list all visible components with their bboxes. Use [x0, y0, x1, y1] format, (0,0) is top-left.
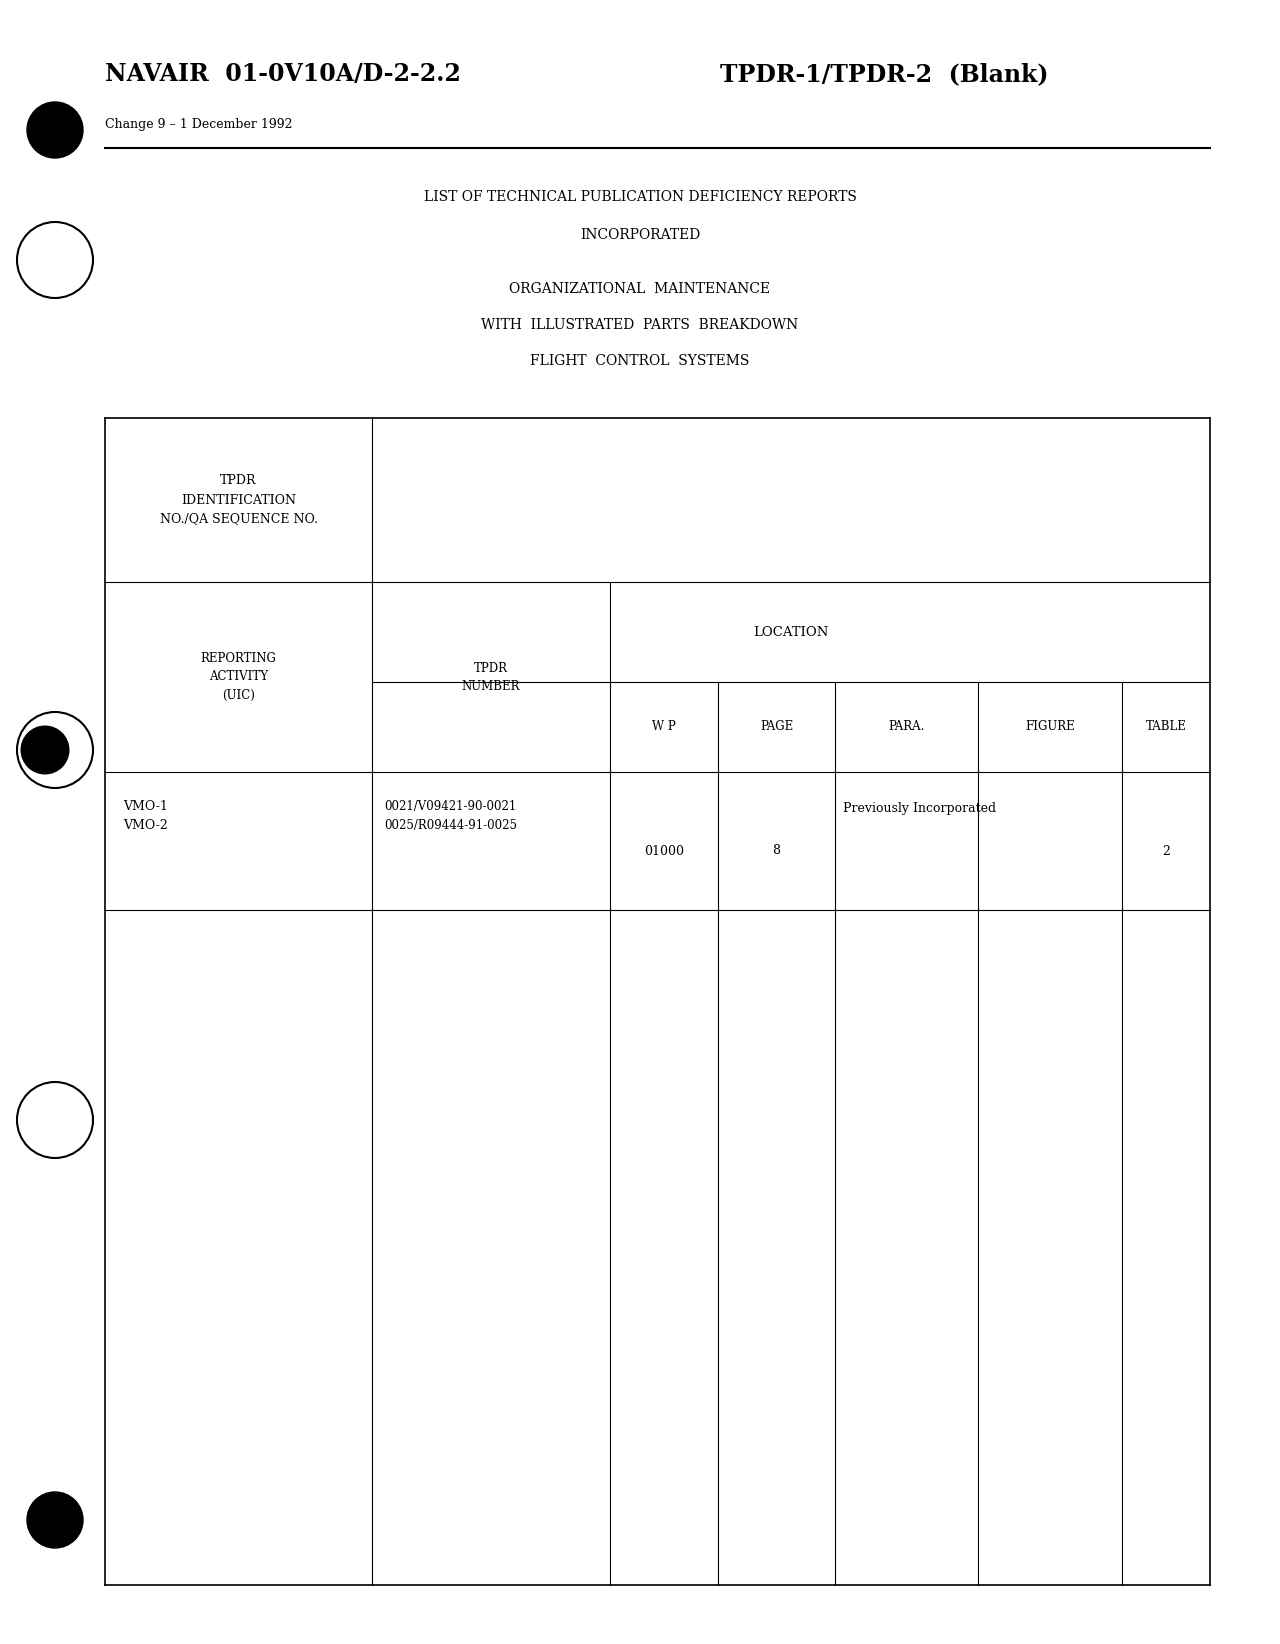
Text: FLIGHT  CONTROL  SYSTEMS: FLIGHT CONTROL SYSTEMS — [530, 353, 750, 368]
Text: 01000: 01000 — [644, 845, 684, 858]
Text: REPORTING
ACTIVITY
(UIC): REPORTING ACTIVITY (UIC) — [201, 653, 276, 702]
Text: Previously Incorporated: Previously Incorporated — [844, 802, 997, 815]
Text: W P: W P — [652, 720, 676, 733]
Text: TPDR
IDENTIFICATION
NO./QA SEQUENCE NO.: TPDR IDENTIFICATION NO./QA SEQUENCE NO. — [160, 475, 317, 526]
Ellipse shape — [17, 222, 93, 298]
Text: 0021/V09421-90-0021
0025/R09444-91-0025: 0021/V09421-90-0021 0025/R09444-91-0025 — [384, 801, 517, 832]
Ellipse shape — [22, 727, 69, 774]
Text: TABLE: TABLE — [1146, 720, 1187, 733]
Text: TPDR-1/TPDR-2  (Blank): TPDR-1/TPDR-2 (Blank) — [719, 62, 1048, 85]
Text: ORGANIZATIONAL  MAINTENANCE: ORGANIZATIONAL MAINTENANCE — [509, 283, 771, 296]
Ellipse shape — [27, 1493, 83, 1549]
Ellipse shape — [17, 712, 93, 787]
Ellipse shape — [27, 102, 83, 158]
Text: INCORPORATED: INCORPORATED — [580, 229, 700, 242]
Ellipse shape — [17, 1082, 93, 1157]
Text: NAVAIR  01-0V10A/D-2-2.2: NAVAIR 01-0V10A/D-2-2.2 — [105, 62, 461, 85]
Text: LIST OF TECHNICAL PUBLICATION DEFICIENCY REPORTS: LIST OF TECHNICAL PUBLICATION DEFICIENCY… — [424, 191, 856, 204]
Text: TPDR
NUMBER: TPDR NUMBER — [462, 661, 520, 692]
Text: PAGE: PAGE — [760, 720, 794, 733]
Text: 8: 8 — [773, 843, 781, 857]
Text: PARA.: PARA. — [888, 720, 924, 733]
Text: LOCATION: LOCATION — [754, 625, 828, 638]
Text: VMO-1
VMO-2: VMO-1 VMO-2 — [123, 801, 168, 832]
Text: 2: 2 — [1162, 845, 1170, 858]
Text: FIGURE: FIGURE — [1025, 720, 1075, 733]
Text: Change 9 – 1 December 1992: Change 9 – 1 December 1992 — [105, 118, 293, 132]
Text: WITH  ILLUSTRATED  PARTS  BREAKDOWN: WITH ILLUSTRATED PARTS BREAKDOWN — [481, 317, 799, 332]
